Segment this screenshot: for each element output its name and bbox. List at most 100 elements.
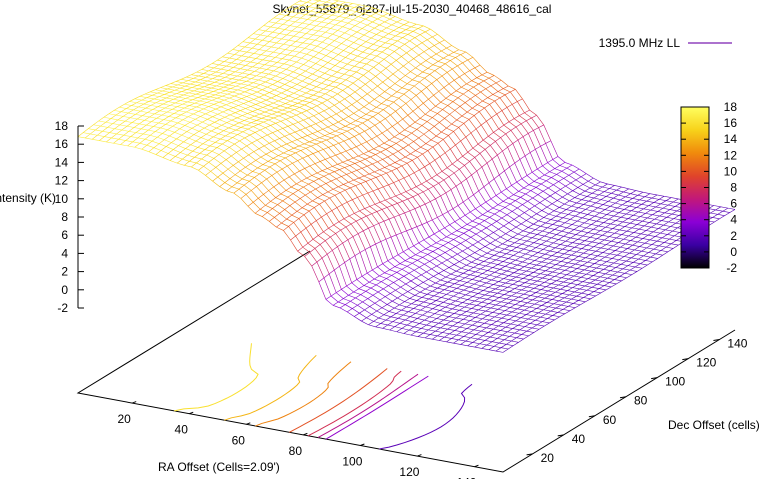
mesh-segment	[635, 219, 643, 222]
mesh-segment	[291, 87, 300, 91]
mesh-segment	[467, 345, 475, 348]
mesh-segment	[390, 38, 398, 42]
mesh-segment	[423, 191, 431, 202]
mesh-segment	[159, 110, 167, 113]
mesh-segment	[485, 201, 494, 209]
mesh-segment	[644, 225, 652, 228]
mesh-segment	[355, 49, 363, 53]
mesh-segment	[336, 71, 345, 75]
mesh-segment	[434, 258, 443, 264]
mesh-segment	[238, 122, 247, 126]
mesh-segment	[519, 215, 527, 221]
colorbar-tick-label: 4	[730, 213, 737, 227]
mesh-segment	[277, 81, 285, 85]
mesh-segment	[517, 308, 525, 311]
mesh-segment	[417, 75, 425, 79]
contour-line	[325, 375, 429, 440]
mesh-segment	[166, 146, 174, 150]
mesh-segment	[360, 45, 369, 49]
mesh-segment	[604, 256, 612, 259]
mesh-segment	[419, 291, 428, 295]
mesh-segment	[501, 301, 509, 304]
colorbar-tick-label: 12	[724, 148, 738, 162]
mesh-segment	[350, 123, 358, 127]
mesh-segment	[271, 113, 280, 117]
mesh-segment	[330, 157, 338, 165]
mesh-segment	[329, 44, 337, 48]
mesh-segment	[408, 144, 416, 151]
mesh-segment	[302, 137, 310, 143]
mesh-segment	[352, 199, 360, 212]
mesh-segment	[626, 213, 634, 216]
mesh-segment	[227, 140, 235, 145]
mesh-segment	[438, 91, 447, 99]
mesh-segment	[453, 295, 461, 299]
mesh-segment	[350, 187, 358, 198]
mesh-segment	[371, 37, 379, 41]
mesh-segment	[113, 142, 121, 145]
mesh-segment	[423, 25, 431, 30]
mesh-segment	[286, 69, 294, 73]
mesh-segment	[389, 164, 397, 169]
mesh-segment	[526, 175, 535, 182]
mesh-segment	[428, 188, 436, 199]
mesh-segment	[305, 194, 313, 202]
mesh-segment	[604, 209, 613, 212]
mesh-segment	[276, 42, 284, 45]
mesh-segment	[571, 224, 580, 227]
mesh-segment	[99, 140, 107, 143]
mesh-segment	[460, 243, 468, 249]
mesh-segment	[504, 248, 512, 251]
mesh-segment	[420, 146, 428, 151]
mesh-segment	[582, 184, 591, 189]
mesh-segment	[517, 101, 525, 113]
mesh-segment	[613, 197, 621, 201]
mesh-segment	[481, 301, 489, 304]
mesh-segment	[455, 246, 463, 252]
mesh-segment	[405, 156, 413, 161]
mesh-segment	[138, 106, 146, 109]
mesh-segment	[226, 65, 234, 68]
mesh-segment	[232, 137, 240, 142]
mesh-segment	[469, 161, 477, 172]
mesh-segment	[513, 255, 521, 258]
mesh-segment	[247, 69, 255, 72]
mesh-segment	[528, 245, 537, 248]
mesh-segment	[373, 321, 381, 324]
mesh-segment	[335, 24, 343, 27]
mesh-segment	[279, 213, 287, 220]
mesh-segment	[620, 199, 628, 202]
mesh-segment	[376, 211, 385, 222]
mesh-segment	[381, 51, 390, 56]
mesh-segment	[277, 130, 285, 137]
mesh-segment	[494, 316, 502, 319]
mesh-segment	[617, 254, 625, 257]
mesh-segment	[312, 153, 321, 162]
mesh-segment	[570, 237, 578, 240]
mesh-segment	[436, 79, 445, 88]
mesh-segment	[419, 323, 427, 326]
mesh-segment	[424, 166, 432, 179]
mesh-segment	[459, 261, 467, 266]
mesh-segment	[483, 306, 491, 309]
mesh-segment	[282, 200, 291, 206]
mesh-segment	[486, 227, 494, 233]
mesh-segment	[307, 19, 315, 22]
mesh-segment	[452, 208, 461, 219]
mesh-segment	[100, 125, 108, 128]
mesh-segment	[238, 63, 246, 66]
mesh-segment	[622, 268, 631, 271]
mesh-segment	[437, 248, 446, 253]
mesh-segment	[609, 282, 617, 285]
mesh-segment	[584, 285, 592, 288]
mesh-segment	[481, 255, 490, 259]
mesh-segment	[423, 51, 432, 58]
mesh-segment	[288, 226, 296, 237]
mesh-segment	[171, 142, 179, 146]
mesh-segment	[240, 198, 249, 207]
mesh-segment	[279, 13, 287, 16]
mesh-segment	[269, 92, 277, 96]
mesh-segment	[609, 236, 617, 239]
mesh-segment	[579, 288, 587, 291]
mesh-segment	[253, 53, 262, 56]
